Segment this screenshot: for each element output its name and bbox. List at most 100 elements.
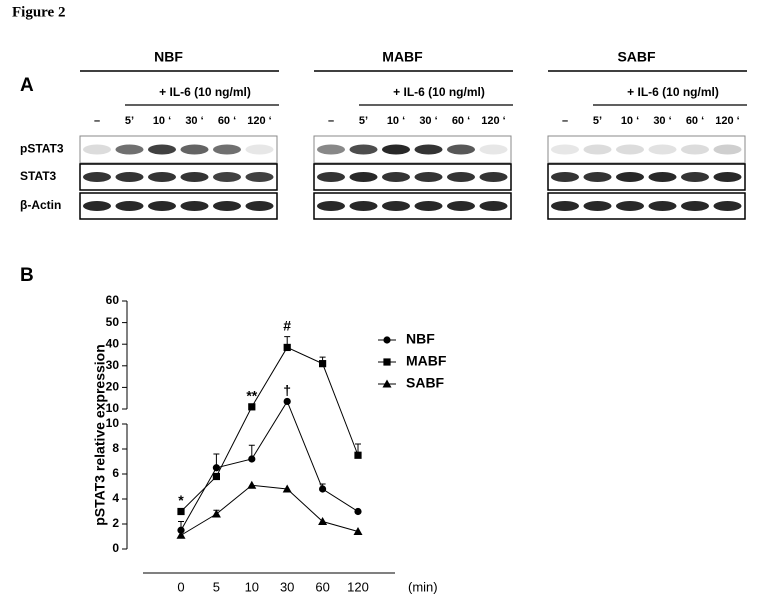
band [317, 144, 345, 155]
group-label: NBF [154, 49, 183, 65]
blot-frame [313, 163, 512, 191]
band [180, 201, 209, 211]
band [447, 172, 475, 182]
band [681, 172, 709, 182]
band [583, 144, 612, 155]
blot-frame [313, 135, 512, 164]
series-line [180, 484, 359, 536]
legend-marker [383, 336, 391, 344]
band [414, 172, 443, 182]
panel-label: B [20, 265, 34, 286]
lane-label: 30 ‘ [419, 115, 437, 127]
treatment-label: + IL-6 (10 ng/ml) [159, 85, 251, 99]
blot-frame [79, 135, 278, 164]
annotation: # [283, 317, 291, 333]
band [447, 144, 475, 155]
band [213, 172, 241, 182]
lane-label: 30 ‘ [185, 115, 203, 127]
band [213, 201, 241, 211]
legend-label: NBF [406, 331, 435, 347]
lane-label: 5’ [125, 115, 134, 127]
annotation: * [178, 492, 184, 508]
lane-label: 60 ‘ [686, 115, 704, 127]
band [713, 201, 742, 211]
band [479, 144, 508, 155]
band [317, 201, 345, 211]
band [382, 144, 410, 155]
legend-label: SABF [406, 375, 445, 391]
band [479, 201, 508, 211]
x-tick-label: 60 [315, 579, 329, 594]
lane-label: 120 ‘ [481, 115, 505, 127]
band [245, 144, 274, 155]
point [248, 403, 256, 411]
y-tick-label: 60 [106, 293, 120, 307]
band [245, 172, 274, 182]
band [648, 201, 677, 211]
band [83, 144, 111, 155]
lane-label: 10 ‘ [621, 115, 639, 127]
band [713, 172, 742, 182]
legend-marker [383, 358, 391, 366]
row-label: pSTAT3 [20, 142, 64, 156]
band [583, 172, 612, 182]
band [713, 144, 742, 155]
point [248, 455, 256, 463]
lane-label: 10 ‘ [387, 115, 405, 127]
group-label: SABF [617, 49, 656, 65]
blot-frame [547, 135, 746, 164]
band [148, 172, 176, 182]
point [319, 485, 327, 493]
band [115, 144, 144, 155]
band [616, 172, 644, 182]
band [551, 144, 579, 155]
point [283, 397, 291, 406]
lane-label: 30 ‘ [653, 115, 671, 127]
y-tick-label: 30 [106, 358, 120, 372]
annotation: ** [246, 388, 257, 404]
band [317, 172, 345, 182]
band [479, 172, 508, 182]
y-tick-label: 4 [112, 491, 119, 505]
panel-label: A [20, 75, 34, 96]
point [354, 451, 362, 459]
legend-marker [382, 379, 392, 388]
band [681, 144, 709, 155]
legend-label: MABF [406, 353, 447, 369]
band [382, 201, 410, 211]
treatment-label: + IL-6 (10 ng/ml) [393, 85, 485, 99]
band [245, 201, 274, 211]
series-line [180, 400, 359, 531]
y-tick-label: 10 [106, 416, 120, 430]
point [177, 507, 185, 516]
row-label: STAT3 [20, 169, 57, 183]
blot-frame [79, 192, 278, 220]
band [648, 172, 677, 182]
band [115, 172, 144, 182]
y-tick-label: 8 [112, 441, 119, 455]
lane-label: – [328, 115, 334, 127]
lane-label: – [94, 115, 100, 127]
band [382, 172, 410, 182]
y-tick-label: 2 [112, 516, 119, 530]
band [83, 201, 111, 211]
point [282, 484, 292, 493]
x-tick-label: 5 [213, 579, 220, 594]
y-tick-label: 10 [106, 401, 120, 415]
point [318, 517, 328, 525]
lane-label: 5’ [359, 115, 368, 127]
band [414, 201, 443, 211]
y-tick-label: 0 [112, 541, 119, 555]
band [583, 201, 612, 211]
lane-label: – [562, 115, 568, 127]
band [648, 144, 677, 155]
x-tick-label: 10 [245, 579, 259, 594]
x-tick-label: 0 [177, 579, 184, 594]
band [681, 201, 709, 211]
blot-frame [313, 192, 512, 220]
x-tick-label: 30 [280, 579, 294, 594]
point [283, 343, 291, 352]
y-tick-label: 40 [106, 336, 120, 350]
y-axis-label: pSTAT3 relative expression [92, 344, 108, 526]
point [353, 527, 363, 535]
